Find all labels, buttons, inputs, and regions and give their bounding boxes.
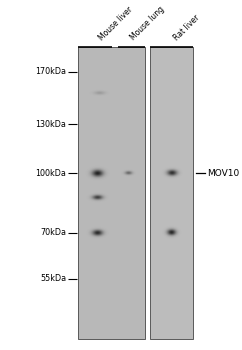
Text: 130kDa: 130kDa: [35, 120, 66, 129]
Text: 70kDa: 70kDa: [40, 228, 66, 237]
Text: Rat liver: Rat liver: [172, 13, 201, 42]
Text: 100kDa: 100kDa: [35, 169, 66, 178]
Text: Mouse liver: Mouse liver: [97, 5, 135, 42]
Bar: [78, 47, 145, 340]
Text: 170kDa: 170kDa: [35, 67, 66, 76]
Text: MOV10: MOV10: [207, 169, 240, 178]
Text: 55kDa: 55kDa: [40, 274, 66, 283]
Bar: [151, 47, 193, 340]
Text: Mouse lung: Mouse lung: [128, 5, 166, 42]
